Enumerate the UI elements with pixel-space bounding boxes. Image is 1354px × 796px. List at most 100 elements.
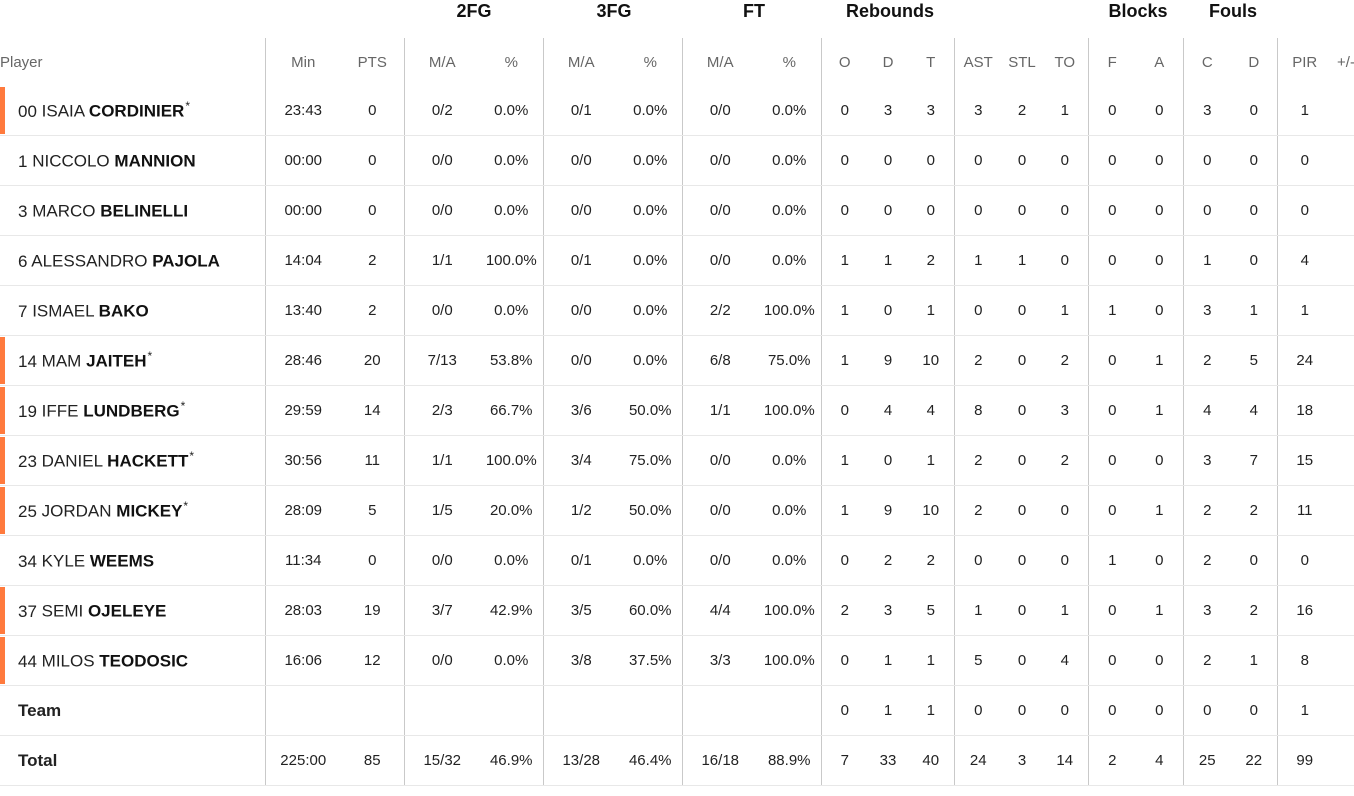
cell-to: 0 [1042, 685, 1088, 736]
player-last-name[interactable]: BAKO [98, 301, 149, 321]
cell-fg3-ma: 0/1 [542, 235, 619, 286]
cell-plus-minus [1332, 335, 1354, 386]
cell-min: 29:59 [264, 385, 341, 436]
player-last-name[interactable]: JAITEH [86, 351, 147, 371]
player-last-name[interactable]: MICKEY [116, 501, 183, 521]
col-ft-pct[interactable]: % [782, 53, 796, 71]
cell-foul-d: 2 [1231, 485, 1277, 536]
player-last-name[interactable]: OJELEYE [87, 601, 167, 621]
player-cell[interactable]: 7 ISMAEL BAKO [0, 285, 265, 336]
cell-stl: 2 [1002, 86, 1042, 136]
player-cell[interactable]: 19 IFFE LUNDBERG* [0, 385, 265, 436]
cell-ft-ma: 0/0 [681, 485, 758, 536]
table-row[interactable]: 6 ALESSANDRO PAJOLA 14:04 2 1/1 100.0% 0/1 0.0… [0, 235, 1354, 286]
col-plus-minus[interactable]: +/- [1337, 53, 1354, 71]
col-3fg-pct[interactable]: % [643, 53, 657, 71]
col-stl[interactable]: STL [1008, 53, 1036, 71]
cell-pir: 1 [1276, 285, 1332, 336]
col-ast[interactable]: AST [953, 38, 1002, 86]
cell-reb-o: 1 [820, 285, 868, 336]
group-blocks: Blocks [1108, 1, 1168, 21]
cell-plus-minus [1332, 435, 1354, 486]
cell-fg2-pct: 100.0% [480, 235, 543, 286]
col-blk-f[interactable]: F [1087, 38, 1136, 86]
cell-fg2-pct: 0.0% [480, 635, 543, 686]
cell-to: 1 [1042, 285, 1088, 336]
cell-to: 1 [1042, 585, 1088, 636]
player-cell[interactable]: 34 KYLE WEEMS [0, 535, 265, 586]
col-reb-o[interactable]: O [820, 38, 868, 86]
cell-ast: 0 [953, 285, 1002, 336]
table-row[interactable]: 25 JORDAN MICKEY* 28:09 5 1/5 20.0% 1/2 50.0% 0… [0, 485, 1354, 536]
col-blk-a[interactable]: A [1154, 53, 1165, 71]
player-last-name[interactable]: WEEMS [89, 551, 155, 571]
table-row[interactable]: 34 KYLE WEEMS 11:34 0 0/0 0.0% 0/1 0.0% 0/0 0.0%… [0, 535, 1354, 586]
col-pts[interactable]: PTS [357, 53, 387, 71]
cell-fg2-pct: 0.0% [480, 535, 543, 586]
table-row[interactable]: 19 IFFE LUNDBERG* 29:59 14 2/3 66.7% 3/6 50.0%… [0, 385, 1354, 436]
cell-fg2-ma: 0/0 [403, 135, 480, 186]
cell-foul-d: 0 [1231, 685, 1277, 736]
table-row[interactable]: 3 MARCO BELINELLI 00:00 0 0/0 0.0% 0/0 0.0% 0/0… [0, 185, 1354, 236]
cell-reb-o: 0 [820, 86, 868, 136]
col-reb-d[interactable]: D [882, 53, 894, 71]
col-to[interactable]: TO [1054, 53, 1076, 71]
player-cell[interactable]: 1 NICCOLO MANNION [0, 135, 265, 186]
player-first-name: MAM [41, 351, 82, 371]
player-cell[interactable]: 23 DANIEL HACKETT* [0, 435, 265, 486]
cell-stl: 3 [1002, 735, 1042, 786]
table-row[interactable]: 7 ISMAEL BAKO 13:40 2 0/0 0.0% 0/0 0.0% 2/2 100.… [0, 285, 1354, 336]
cell-stl: 0 [1002, 535, 1042, 586]
player-last-name[interactable]: LUNDBERG [83, 401, 180, 421]
col-ft-ma[interactable]: M/A [681, 38, 758, 86]
player-cell[interactable]: 3 MARCO BELINELLI [0, 185, 265, 236]
player-cell[interactable]: 44 MILOS TEODOSIC [0, 635, 265, 686]
col-player[interactable]: Player [0, 53, 43, 71]
col-foul-d[interactable]: D [1248, 53, 1260, 71]
col-2fg-ma[interactable]: M/A [403, 38, 480, 86]
cell-foul-c: 3 [1182, 86, 1231, 136]
cell-fg3-ma: 0/0 [542, 185, 619, 236]
col-pir[interactable]: PIR [1276, 38, 1332, 86]
table-row[interactable]: 23 DANIEL HACKETT* 30:56 11 1/1 100.0% 3/4 75.… [0, 435, 1354, 486]
table-row[interactable]: 14 MAM JAITEH* 28:46 20 7/13 53.8% 0/0 0.0% 6/8… [0, 335, 1354, 386]
cell-reb-d: 2 [868, 535, 908, 586]
player-last-name[interactable]: PAJOLA [152, 251, 220, 271]
cell-ft-pct: 0.0% [758, 135, 821, 186]
cell-foul-c: 2 [1182, 635, 1231, 686]
cell-foul-d: 0 [1231, 86, 1277, 136]
player-cell[interactable]: 6 ALESSANDRO PAJOLA [0, 235, 265, 286]
table-row[interactable]: 37 SEMI OJELEYE 28:03 19 3/7 42.9% 3/5 60.0% 4/… [0, 585, 1354, 636]
player-last-name[interactable]: TEODOSIC [99, 651, 189, 671]
table-row[interactable]: 1 NICCOLO MANNION 00:00 0 0/0 0.0% 0/0 0.0% 0/0… [0, 135, 1354, 186]
cell-fg2-ma: 1/1 [403, 235, 480, 286]
player-cell[interactable]: 25 JORDAN MICKEY* [0, 485, 265, 536]
player-cell[interactable]: 00 ISAIA CORDINIER* [0, 86, 265, 136]
player-last-name[interactable]: MANNION [114, 151, 196, 171]
cell-foul-c: 0 [1182, 185, 1231, 236]
table-row[interactable]: 44 MILOS TEODOSIC 16:06 12 0/0 0.0% 3/8 37.5% 3… [0, 635, 1354, 686]
col-foul-c[interactable]: C [1182, 38, 1231, 86]
player-cell[interactable]: 14 MAM JAITEH* [0, 335, 265, 386]
starter-marker: * [185, 99, 190, 114]
cell-min: 11:34 [264, 535, 341, 586]
player-last-name[interactable]: HACKETT [107, 451, 189, 471]
player-first-name: MARCO [32, 201, 96, 221]
player-last-name[interactable]: CORDINIER [88, 101, 185, 121]
cell-min: 28:09 [264, 485, 341, 536]
player-last-name[interactable]: BELINELLI [100, 201, 189, 221]
player-cell[interactable]: 37 SEMI OJELEYE [0, 585, 265, 636]
group-3fg: 3FG [596, 1, 632, 21]
cell-stl: 0 [1002, 685, 1042, 736]
cell-foul-d: 0 [1231, 135, 1277, 186]
cell-fg2-ma: 0/0 [403, 635, 480, 686]
cell-stl: 1 [1002, 235, 1042, 286]
col-reb-t[interactable]: T [926, 53, 936, 71]
cell-blk-f: 0 [1087, 86, 1136, 136]
cell-ast: 24 [953, 735, 1002, 786]
col-3fg-ma[interactable]: M/A [542, 38, 619, 86]
col-2fg-pct[interactable]: % [504, 53, 518, 71]
cell-reb-t: 10 [908, 335, 954, 386]
table-row[interactable]: 00 ISAIA CORDINIER* 23:43 0 0/2 0.0% 0/1 0.0% 0… [0, 86, 1354, 136]
col-min[interactable]: Min [264, 38, 341, 86]
